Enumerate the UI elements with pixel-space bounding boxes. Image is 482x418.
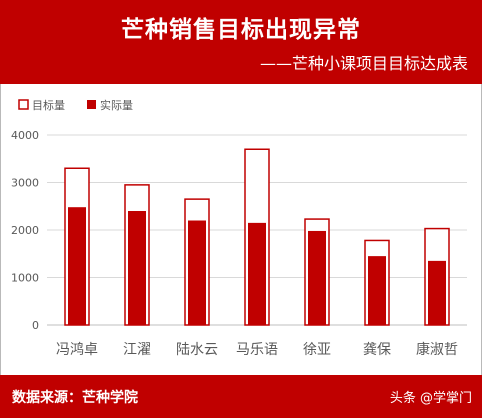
bar-actual <box>128 211 146 325</box>
data-source-label: 数据来源：芒种学院 <box>12 390 138 406</box>
bar-actual <box>248 222 266 325</box>
legend-label-actual: 实际量 <box>100 98 133 112</box>
bar-actual <box>188 220 206 325</box>
y-tick-label: 1000 <box>11 272 39 285</box>
x-tick-label: 龚保 <box>363 342 391 358</box>
chart-title: 芒种销售目标出现异常 <box>121 17 361 43</box>
bar-actual <box>308 230 326 325</box>
bar-actual <box>428 260 446 325</box>
x-tick-label: 马乐语 <box>236 342 278 358</box>
bar-actual <box>368 256 386 325</box>
x-tick-label: 江濯 <box>123 342 151 358</box>
x-tick-label: 徐亚 <box>303 342 331 358</box>
header-banner: 芒种销售目标出现异常 ——芒种小课项目目标达成表 <box>0 0 482 84</box>
bars <box>64 148 450 326</box>
x-tick-label: 陆水云 <box>176 342 218 358</box>
x-tick-label: 康淑哲 <box>416 341 458 358</box>
bar-chart: 目标量 实际量 0 1000 2000 3000 4000 冯鸿卓 江濯 陆水云 马乐语 徐亚 龚… <box>11 98 467 358</box>
y-tick-label: 2000 <box>11 224 39 237</box>
y-tick-label: 0 <box>32 319 39 332</box>
legend-label-target: 目标量 <box>32 98 65 112</box>
footer-banner: 数据来源：芒种学院 头条 @学掌门 <box>0 375 482 418</box>
legend-swatch-actual <box>87 100 96 109</box>
x-axis-labels: 冯鸿卓 江濯 陆水云 马乐语 徐亚 龚保 康淑哲 <box>56 341 458 358</box>
chart-subtitle: ——芒种小课项目目标达成表 <box>259 54 468 73</box>
legend-swatch-target <box>18 99 29 110</box>
y-tick-label: 4000 <box>11 129 39 142</box>
legend: 目标量 实际量 <box>18 98 133 112</box>
watermark-label: 头条 @学掌门 <box>389 391 472 406</box>
x-tick-label: 冯鸿卓 <box>56 341 98 358</box>
y-tick-label: 3000 <box>11 177 39 190</box>
y-axis-ticks: 0 1000 2000 3000 4000 <box>11 129 39 332</box>
bar-actual <box>68 207 86 325</box>
